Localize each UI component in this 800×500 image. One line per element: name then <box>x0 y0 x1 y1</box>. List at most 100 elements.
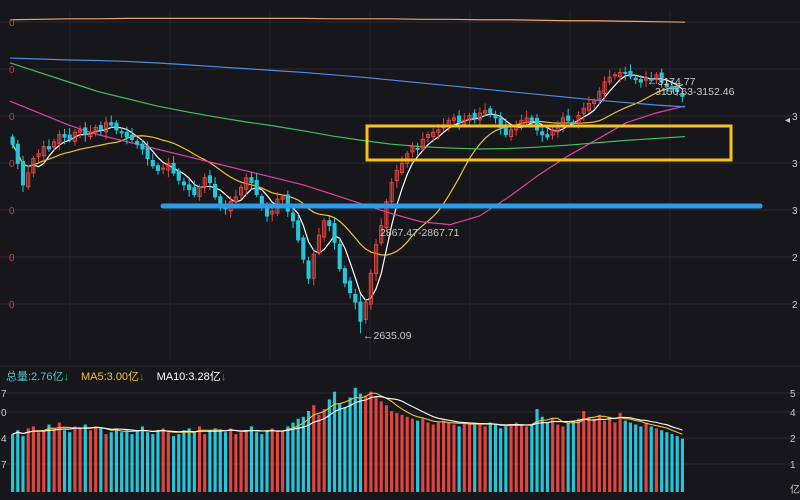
volume-bar <box>31 426 35 492</box>
volume-bar <box>483 426 487 492</box>
candle-down <box>176 170 181 181</box>
candle-down <box>150 159 155 167</box>
price-axis-right: 3 3 3 2 2 <box>792 112 798 311</box>
volume-bar <box>223 432 228 492</box>
volume-bar <box>530 424 534 492</box>
candle-down <box>649 78 654 81</box>
volume-axis-left: 7 0 4 7 <box>1 389 7 471</box>
candle-down <box>98 125 103 131</box>
volume-bar <box>146 432 150 492</box>
candle-down <box>129 134 135 140</box>
volume-bar <box>109 432 113 492</box>
volume-bar <box>353 387 357 492</box>
volume-bar <box>509 424 513 492</box>
volume-legend: 总量:2.76亿↓ MA5:3.00亿↓ MA10:3.28亿↓ <box>6 369 226 383</box>
price-tick-label-right: 3 <box>792 112 798 123</box>
volume-bar <box>244 430 248 492</box>
candle-up <box>52 141 57 148</box>
volume-bar <box>416 420 420 492</box>
volume-bar <box>203 434 207 492</box>
volume-bar <box>249 426 253 492</box>
volume-tick-label-right: 2 <box>790 434 796 445</box>
volume-bar <box>426 422 430 492</box>
volume-tick-label-right: 4 <box>790 408 796 419</box>
volume-bar <box>208 430 212 492</box>
volume-bar <box>47 424 51 492</box>
candle-down <box>135 140 140 145</box>
candle-down <box>181 181 186 186</box>
volume-bar <box>120 432 124 492</box>
volume-bar <box>628 422 633 492</box>
high-annotation: ←3174.77 <box>647 76 696 88</box>
candle-up <box>104 122 109 133</box>
candle-up <box>550 129 555 136</box>
volume-bar <box>88 430 93 492</box>
volume-ma10-arrow: ↓ <box>221 371 227 383</box>
volume-bar <box>660 430 664 492</box>
candle-up <box>311 253 316 279</box>
volume-bar <box>270 428 274 492</box>
volume-bar <box>457 426 461 492</box>
price-tick-label-right: 3 <box>792 159 798 170</box>
volume-bar <box>156 430 160 492</box>
candle-down <box>187 184 192 191</box>
volume-bar <box>618 412 622 492</box>
volume-bar <box>566 422 570 492</box>
range-annotation: 3150.63-3152.46 <box>655 86 735 98</box>
candle-down <box>249 177 254 183</box>
volume-bar <box>358 393 363 492</box>
volume-bar <box>307 411 311 492</box>
candle-down <box>348 280 353 294</box>
candle-down <box>628 70 633 77</box>
volume-bar <box>561 426 565 492</box>
price-tick-label: 0 <box>9 65 15 76</box>
candle-up <box>654 74 659 81</box>
ma-line-green <box>9 62 686 150</box>
volume-bar <box>296 418 300 492</box>
candle-down <box>46 146 52 150</box>
volume-bar <box>172 436 176 492</box>
candle-up <box>420 138 425 150</box>
candle-up <box>316 234 321 253</box>
candle-up <box>88 131 93 138</box>
volume-bar <box>312 405 316 492</box>
volume-bar <box>551 418 555 492</box>
volume-bar <box>540 416 544 492</box>
volume-bar <box>577 418 581 492</box>
candle-down <box>306 260 311 279</box>
volume-bar <box>68 432 72 492</box>
candle-down <box>207 175 212 184</box>
volume-tick-label: 7 <box>1 460 7 471</box>
volume-bar <box>52 428 56 492</box>
volume-bar <box>649 426 653 492</box>
volume-bar <box>218 430 222 492</box>
candle-down <box>285 194 290 212</box>
candle-up <box>280 196 285 200</box>
candle-up <box>581 107 586 115</box>
candle-down <box>327 220 332 227</box>
candle-down <box>638 79 643 83</box>
volume-bar <box>421 418 425 492</box>
volume-bar <box>644 422 648 492</box>
candle-up <box>644 76 649 81</box>
price-tick-label: 0 <box>9 206 15 217</box>
price-tick-label-right: 2 <box>792 253 798 264</box>
volume-bar <box>400 414 404 492</box>
volume-bar <box>281 430 285 492</box>
candle-up <box>576 115 581 124</box>
volume-bar <box>255 432 259 492</box>
volume-bar <box>21 436 25 492</box>
candle-down <box>290 212 296 222</box>
candle-down <box>213 183 218 198</box>
candle-up <box>322 220 327 238</box>
candle-down <box>83 127 88 136</box>
candle-up <box>519 119 524 124</box>
price-tick-label: 0 <box>9 300 15 311</box>
candle-down <box>62 134 67 138</box>
ma-line-yellow <box>12 84 683 256</box>
candle-down <box>119 131 124 134</box>
candle-up <box>436 129 441 133</box>
volume-bar <box>374 397 378 492</box>
candle-down <box>296 220 301 241</box>
